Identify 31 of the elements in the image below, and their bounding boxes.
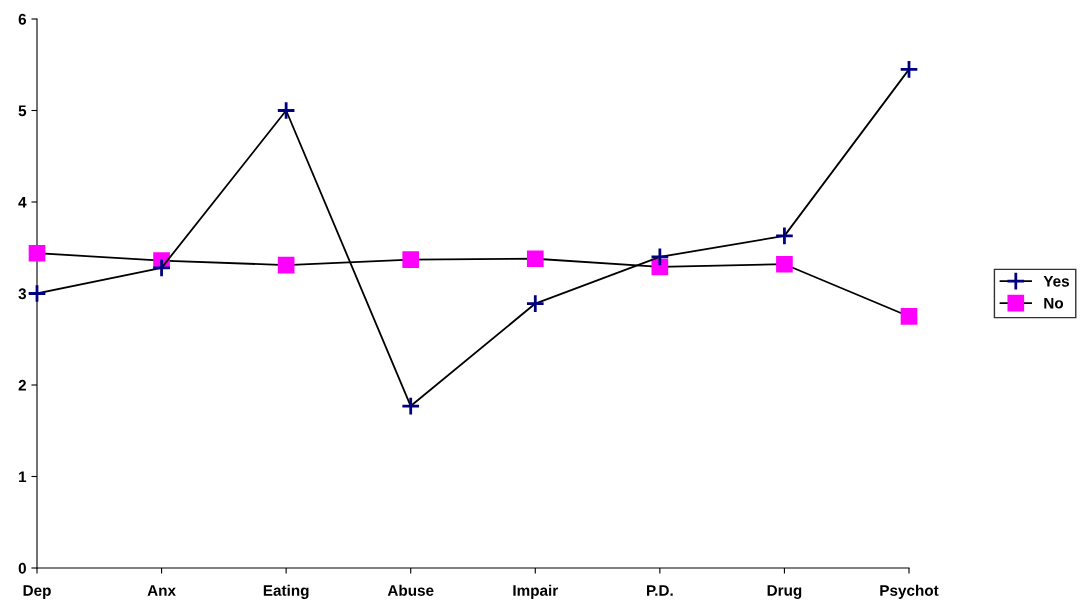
x-tick-label: Psychot (880, 584, 939, 599)
point (276, 100, 296, 121)
point (650, 247, 670, 267)
x-tick-label: Impair (513, 584, 558, 599)
legend-label: Yes (1043, 276, 1070, 287)
y-tick-label: 0 (18, 562, 26, 574)
x-tick-label: Dep (23, 585, 51, 599)
x-tick-label: Anx (147, 585, 176, 596)
x-tick-label: Drug (767, 585, 802, 599)
point (400, 396, 421, 416)
point (151, 258, 172, 278)
point (28, 244, 46, 262)
point (776, 255, 793, 273)
point (27, 283, 47, 304)
point (402, 251, 420, 268)
point (277, 256, 295, 274)
y-tick-label: 4 (18, 197, 27, 208)
legend-label: No (1044, 297, 1064, 309)
y-tick-label: 1 (19, 471, 27, 483)
y-tick-label: 5 (18, 105, 27, 117)
point (525, 293, 546, 314)
y-tick-label: 3 (18, 288, 27, 300)
x-tick-label: P.D. (647, 585, 673, 596)
point (900, 308, 918, 325)
point (899, 59, 919, 80)
y-tick-label: 6 (18, 13, 27, 25)
x-tick-label: Eating (263, 584, 309, 599)
point (774, 226, 795, 246)
x-tick-label: Abuse (387, 584, 434, 596)
point (526, 250, 544, 268)
y-tick-label: 2 (18, 379, 26, 391)
